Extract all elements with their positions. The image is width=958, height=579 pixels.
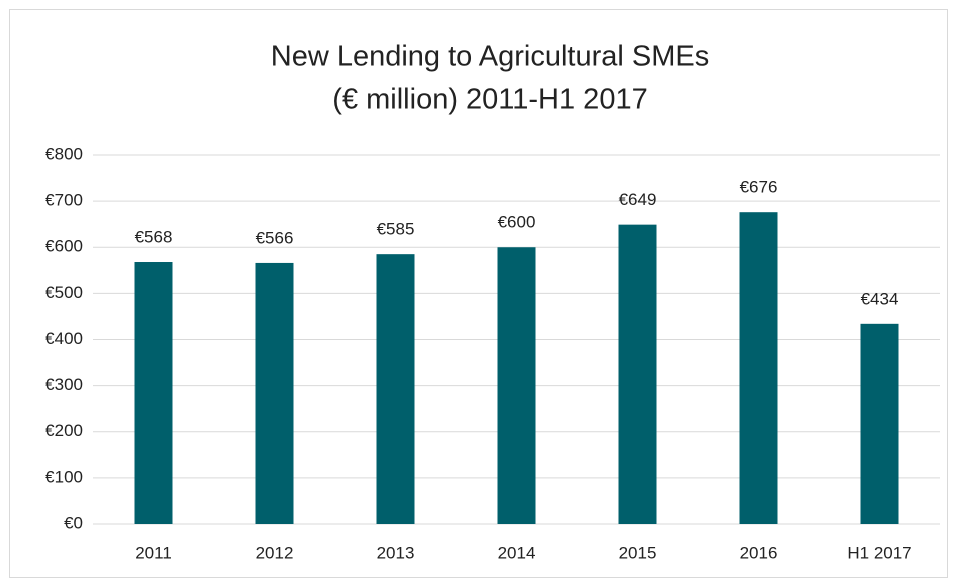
data-label: €585 [377, 220, 415, 239]
bar [860, 323, 899, 524]
x-tick-label: 2016 [740, 543, 778, 562]
y-tick-label: €400 [45, 329, 83, 348]
y-tick-label: €600 [45, 237, 83, 256]
y-tick-label: €300 [45, 375, 83, 394]
bar [255, 262, 294, 524]
chart-border [9, 9, 948, 578]
x-tick-label: 2011 [135, 543, 172, 562]
data-label: €566 [256, 228, 294, 247]
x-tick-label: 2013 [377, 543, 415, 562]
data-label: €600 [498, 213, 536, 232]
y-tick-label: €0 [64, 513, 83, 532]
x-tick-label: H1 2017 [847, 543, 911, 562]
bar [134, 262, 173, 524]
y-tick-label: €500 [45, 283, 83, 302]
x-tick-label: 2015 [619, 543, 657, 562]
bar [497, 247, 536, 524]
bar [618, 224, 657, 524]
chart-title: New Lending to Agricultural SMEs [271, 41, 709, 73]
y-tick-label: €200 [45, 421, 83, 440]
chart-subtitle: (€ million) 2011-H1 2017 [332, 84, 647, 116]
y-tick-label: €100 [45, 467, 83, 486]
data-label: €434 [861, 289, 899, 308]
x-tick-label: 2014 [498, 543, 536, 562]
bar [739, 212, 778, 524]
y-tick-label: €700 [45, 191, 83, 210]
bar [376, 254, 415, 524]
data-label: €568 [135, 227, 173, 246]
y-tick-label: €800 [45, 144, 83, 163]
x-tick-label: 2012 [256, 543, 294, 562]
data-label: €649 [619, 190, 657, 209]
data-label: €676 [740, 178, 778, 197]
